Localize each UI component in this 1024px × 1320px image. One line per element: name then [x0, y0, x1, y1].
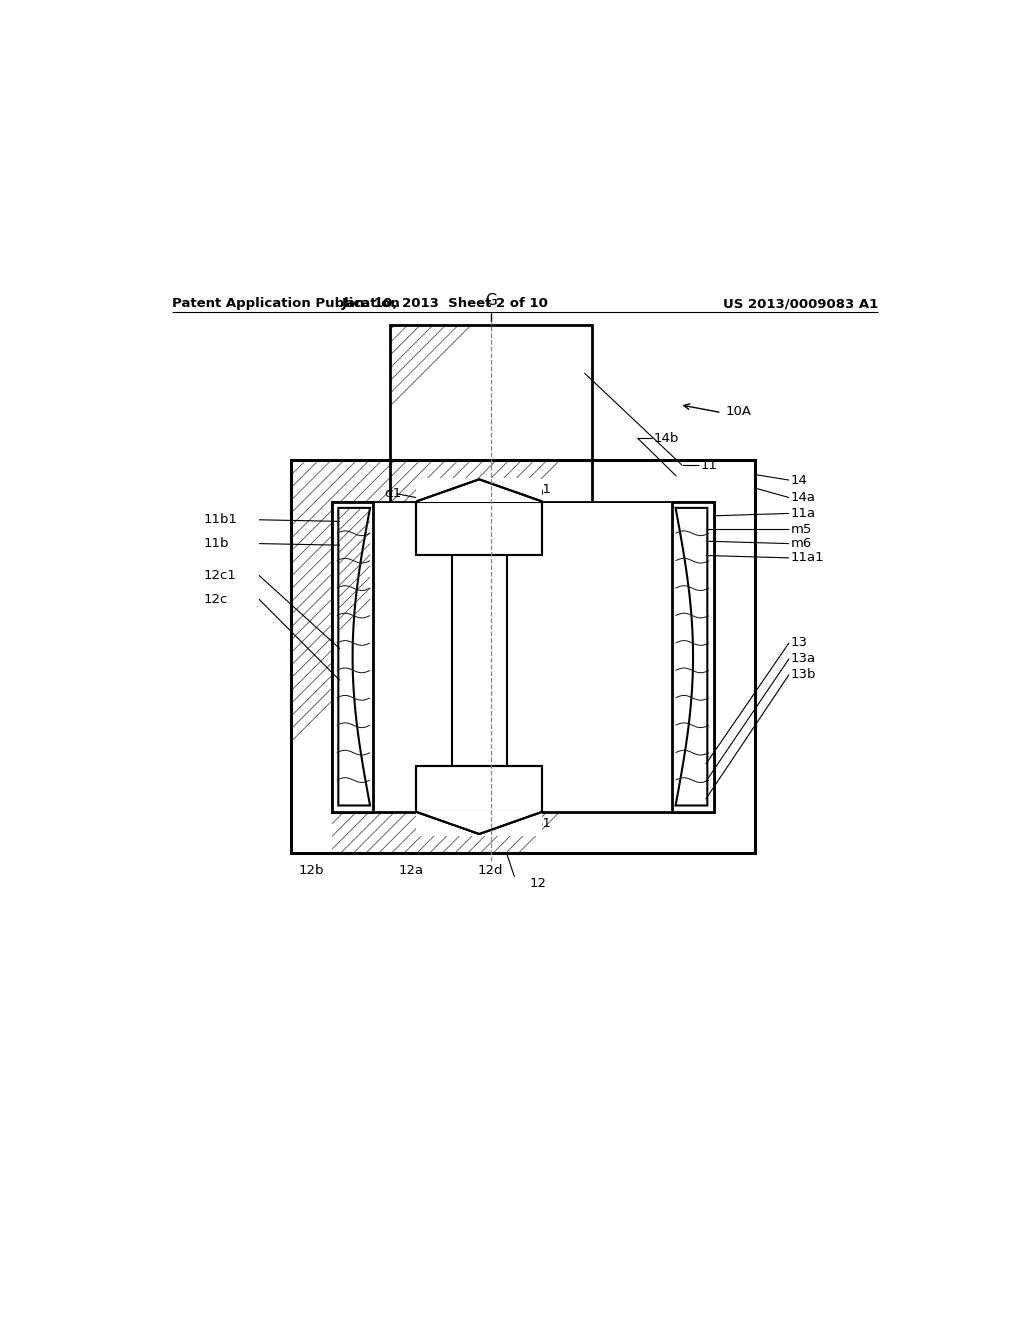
Text: G: G: [484, 293, 497, 308]
Text: 13: 13: [791, 636, 808, 649]
Bar: [332, 502, 373, 812]
Text: 12: 12: [529, 876, 547, 890]
Text: 14a: 14a: [791, 491, 816, 504]
Text: β1: β1: [535, 483, 551, 496]
Text: 10A: 10A: [726, 404, 752, 417]
Text: m2: m2: [432, 513, 454, 527]
Text: 11b1: 11b1: [204, 513, 238, 527]
Bar: [417, 810, 542, 836]
Bar: [291, 461, 755, 853]
Text: m4: m4: [511, 513, 531, 527]
Text: m6: m6: [791, 537, 812, 550]
Text: 13b: 13b: [791, 668, 816, 681]
Text: m1: m1: [546, 502, 567, 515]
Text: Jan. 10, 2013  Sheet 2 of 10: Jan. 10, 2013 Sheet 2 of 10: [342, 297, 549, 310]
Text: m3: m3: [445, 755, 467, 768]
Bar: [291, 461, 755, 853]
Bar: [416, 810, 543, 834]
Text: α1: α1: [384, 487, 401, 500]
Bar: [673, 502, 714, 812]
Polygon shape: [338, 508, 370, 805]
Text: 11b: 11b: [204, 537, 229, 550]
Text: 12b: 12b: [299, 865, 324, 876]
Text: 11: 11: [701, 458, 718, 471]
Text: 12d: 12d: [478, 865, 504, 876]
Bar: [390, 325, 592, 461]
Text: 11a: 11a: [791, 507, 816, 520]
Bar: [334, 503, 712, 810]
Text: 13a: 13a: [791, 652, 816, 665]
Bar: [332, 502, 714, 812]
Text: β1: β1: [535, 817, 551, 830]
Text: Patent Application Publication: Patent Application Publication: [172, 297, 399, 310]
Text: 11a1: 11a1: [791, 552, 824, 565]
Text: FIG. 2: FIG. 2: [403, 330, 496, 359]
Bar: [417, 478, 542, 503]
Bar: [416, 766, 543, 812]
Bar: [416, 479, 543, 503]
Text: US 2013/0009083 A1: US 2013/0009083 A1: [723, 297, 878, 310]
Text: 12c: 12c: [204, 593, 227, 606]
Polygon shape: [676, 508, 708, 805]
Bar: [416, 502, 543, 556]
Bar: [452, 502, 507, 812]
Text: 14b: 14b: [653, 432, 679, 445]
Text: 12a: 12a: [398, 865, 424, 876]
Text: m5: m5: [791, 523, 812, 536]
Text: 14: 14: [791, 474, 808, 487]
Text: 12c1: 12c1: [204, 569, 237, 582]
Bar: [390, 325, 592, 461]
